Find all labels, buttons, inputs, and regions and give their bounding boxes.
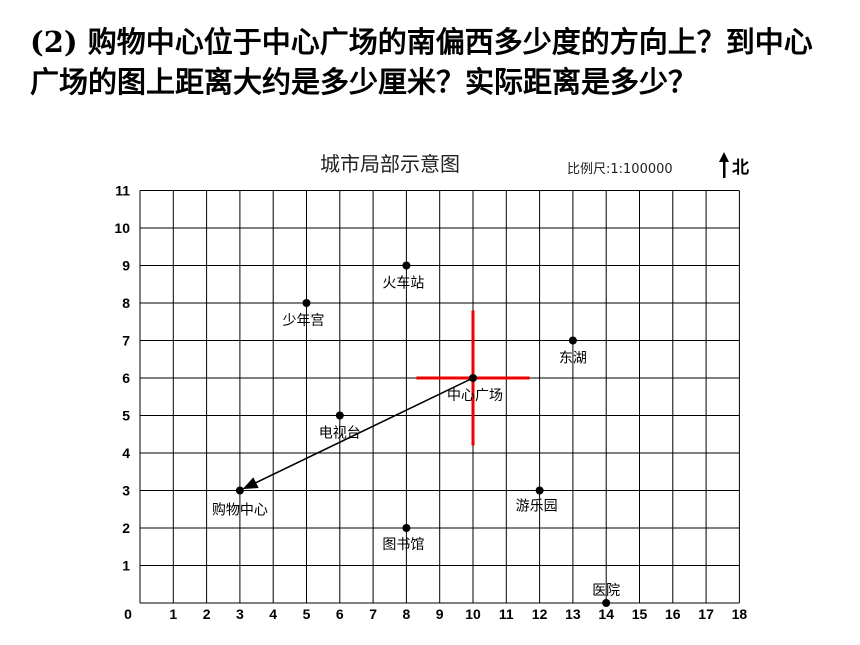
x-tick-label: 2 bbox=[203, 606, 211, 622]
map-title: 城市局部示意图 bbox=[320, 152, 460, 176]
place-label: 东湖 bbox=[559, 351, 587, 367]
place-dot bbox=[335, 411, 344, 420]
y-tick-label: 5 bbox=[122, 408, 130, 424]
y-tick-label: 1 bbox=[122, 558, 130, 574]
y-tick-label: 7 bbox=[122, 333, 130, 349]
x-tick-label: 12 bbox=[532, 606, 548, 622]
x-tick-label: 4 bbox=[269, 606, 277, 622]
north-label: 北 bbox=[732, 158, 749, 178]
x-tick-label: 11 bbox=[499, 606, 514, 622]
place-label: 火车站 bbox=[382, 275, 424, 292]
x-tick-label: 14 bbox=[598, 606, 614, 622]
place-label: 电视台 bbox=[319, 426, 361, 442]
y-tick-label: 3 bbox=[122, 483, 130, 499]
x-tick-label: 9 bbox=[436, 606, 444, 622]
x-tick-label: 6 bbox=[336, 606, 344, 622]
place-dot bbox=[402, 524, 411, 532]
x-tick-label: 17 bbox=[698, 606, 714, 622]
x-tick-label: 7 bbox=[369, 606, 377, 622]
x-tick-label: 8 bbox=[403, 606, 411, 622]
place-label: 医院 bbox=[592, 583, 620, 599]
place-dot bbox=[302, 299, 311, 307]
x-tick-label: 3 bbox=[236, 606, 244, 622]
y-tick-label: 8 bbox=[122, 295, 130, 311]
x-tick-label: 18 bbox=[732, 606, 748, 622]
place-label: 图书馆 bbox=[382, 537, 424, 553]
north-indicator: 北 bbox=[718, 150, 752, 180]
question-text: (2) 购物中心位于中心广场的南偏西多少度的方向上？到中心广场的图上距离大约是多… bbox=[30, 25, 813, 99]
y-tick-label: 10 bbox=[114, 220, 130, 236]
y-tick-label: 9 bbox=[122, 258, 130, 274]
place-dot bbox=[235, 486, 244, 495]
place-dot bbox=[402, 261, 411, 270]
direction-arrow bbox=[242, 377, 474, 490]
place-label: 少年宫 bbox=[283, 313, 325, 329]
x-tick-label: 1 bbox=[169, 606, 177, 622]
x-tick-label: 16 bbox=[665, 606, 681, 622]
y-tick-label: 2 bbox=[122, 520, 130, 536]
north-arrow-icon bbox=[719, 152, 729, 178]
x-tick-label: 0 bbox=[124, 606, 132, 622]
place-dot bbox=[568, 336, 577, 345]
place-label: 购物中心 bbox=[212, 503, 268, 519]
y-tick-label: 6 bbox=[122, 370, 130, 386]
x-tick-label: 10 bbox=[465, 606, 481, 622]
place-dot bbox=[535, 486, 544, 495]
place-dot bbox=[602, 599, 611, 607]
y-tick-label: 4 bbox=[122, 445, 130, 461]
x-tick-label: 5 bbox=[303, 606, 311, 622]
place-label: 中心广场 bbox=[447, 388, 503, 404]
scale-note: 比例尺:1:100000 bbox=[567, 162, 673, 177]
y-tick-label: 11 bbox=[115, 183, 130, 199]
x-tick-label: 13 bbox=[565, 606, 581, 622]
x-tick-label: 15 bbox=[632, 606, 648, 622]
place-dot bbox=[469, 374, 477, 382]
place-label: 游乐园 bbox=[516, 499, 558, 515]
